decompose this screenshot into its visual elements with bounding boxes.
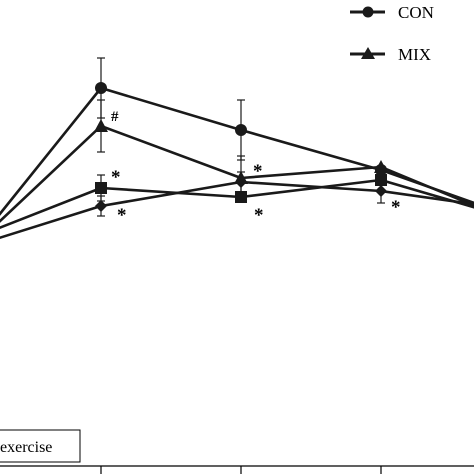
marker-series-4-3 xyxy=(375,185,387,197)
series-mix xyxy=(0,99,474,223)
marker-series-4-2 xyxy=(235,176,247,188)
legend: CON MIX xyxy=(350,3,434,64)
series-line-series-3 xyxy=(0,178,474,230)
annotation-series-4-1: * xyxy=(117,205,127,226)
exercise-box-frame xyxy=(0,429,81,463)
marker-series-3-2 xyxy=(235,191,247,203)
annotation-layer: # * * * * * xyxy=(111,109,401,226)
series-series-4 xyxy=(0,171,474,240)
annotation-series-3-1: * xyxy=(111,167,121,188)
annotation-mix-1: # xyxy=(111,109,119,125)
marker-con-1 xyxy=(95,82,107,94)
legend-label-con: CON xyxy=(398,3,434,22)
marker-con-2 xyxy=(235,124,247,136)
exercise-box-label: exercise xyxy=(0,439,52,456)
x-axis xyxy=(0,465,474,474)
legend-marker-mix xyxy=(361,47,375,59)
marker-mix-3 xyxy=(374,160,388,173)
exercise-box: exercise xyxy=(0,429,81,463)
legend-label-mix: MIX xyxy=(398,45,431,64)
marker-mix-1 xyxy=(94,119,108,132)
annotation-series-4-2: * xyxy=(253,161,263,182)
series-layer xyxy=(0,57,474,240)
series-line-series-4 xyxy=(0,180,474,240)
marker-series-3-1 xyxy=(95,182,107,194)
annotation-series-4-3: * xyxy=(391,197,401,218)
series-line-mix xyxy=(0,124,474,223)
annotation-series-3-2: * xyxy=(254,205,264,226)
legend-marker-con xyxy=(362,6,374,18)
marker-series-4-1 xyxy=(95,200,107,212)
